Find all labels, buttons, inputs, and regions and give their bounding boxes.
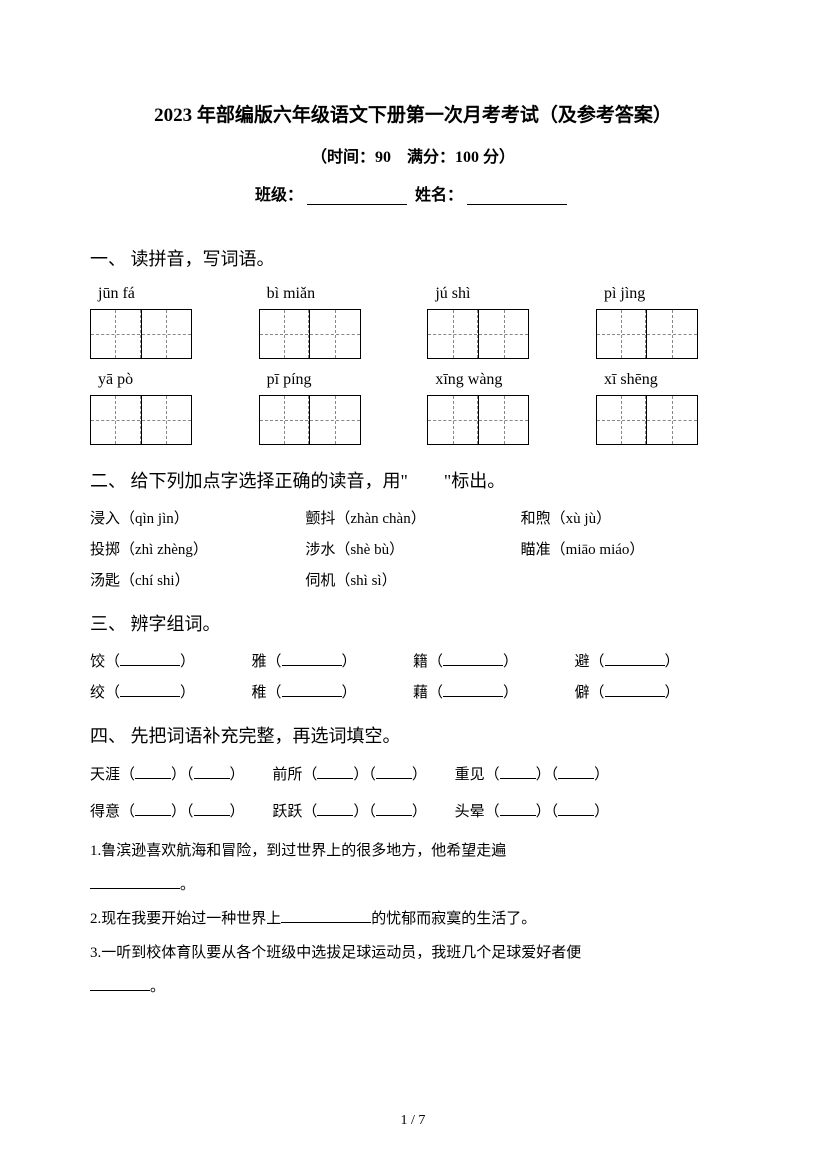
char-box-container[interactable] xyxy=(259,309,361,359)
section2-item xyxy=(521,569,736,590)
blank[interactable] xyxy=(120,682,180,697)
section3-item: 饺（） xyxy=(90,650,252,671)
section3-item: 藉（） xyxy=(413,681,575,702)
pinyin-text: xī shēng xyxy=(596,371,736,389)
blank[interactable] xyxy=(194,801,230,816)
blank[interactable] xyxy=(500,764,536,779)
name-label: 姓名： xyxy=(415,187,463,204)
sentence-3: 3.一听到校体育队要从各个班级中选拔足球运动员，我班几个足球爱好者便 xyxy=(90,938,736,968)
section2-item: 伺机（shì sì） xyxy=(305,569,520,590)
sentence-3-blank: 。 xyxy=(90,972,736,1002)
blank[interactable] xyxy=(376,801,412,816)
section3-item: 绞（） xyxy=(90,681,252,702)
section2-item: 汤匙（chí shi） xyxy=(90,569,305,590)
char-box-container[interactable] xyxy=(596,395,698,445)
section3-row: 饺（） 雅（） 籍（） 避（） xyxy=(90,650,736,671)
char-box-container[interactable] xyxy=(259,395,361,445)
char-box-container[interactable] xyxy=(427,309,529,359)
section2-row: 投掷（zhì zhèng） 涉水（shè bù） 瞄准（miāo miáo） xyxy=(90,538,736,559)
blank[interactable] xyxy=(281,908,371,923)
blank[interactable] xyxy=(443,651,503,666)
section2-item: 投掷（zhì zhèng） xyxy=(90,538,305,559)
blank[interactable] xyxy=(282,651,342,666)
sentence-2: 2.现在我要开始过一种世界上的忧郁而寂寞的生活了。 xyxy=(90,904,736,934)
pinyin-row-1: jūn fá bì miǎn jú shì pì jìng xyxy=(90,285,736,359)
page-footer: 1 / 7 xyxy=(0,1113,826,1129)
char-box-container[interactable] xyxy=(90,309,192,359)
sentence-1-blank: 。 xyxy=(90,870,736,900)
section3-item: 僻（） xyxy=(575,681,737,702)
blank[interactable] xyxy=(376,764,412,779)
pinyin-item: bì miǎn xyxy=(259,285,399,359)
blank[interactable] xyxy=(135,764,171,779)
pinyin-text: pī píng xyxy=(259,371,399,389)
char-box-container[interactable] xyxy=(427,395,529,445)
char-box-container[interactable] xyxy=(90,395,192,445)
section2-item: 和煦（xù jù） xyxy=(521,507,736,528)
section4-idioms-row2: 得意（）（） 跃跃（）（） 头晕（）（） xyxy=(90,799,736,826)
blank[interactable] xyxy=(90,874,180,889)
section2-row: 浸入（qìn jìn） 颤抖（zhàn chàn） 和煦（xù jù） xyxy=(90,507,736,528)
blank[interactable] xyxy=(90,976,150,991)
pinyin-item: jūn fá xyxy=(90,285,230,359)
section3-item: 雅（） xyxy=(252,650,414,671)
blank[interactable] xyxy=(500,801,536,816)
pinyin-item: pì jìng xyxy=(596,285,736,359)
blank[interactable] xyxy=(558,764,594,779)
section3-row: 绞（） 稚（） 藉（） 僻（） xyxy=(90,681,736,702)
blank[interactable] xyxy=(282,682,342,697)
blank[interactable] xyxy=(605,682,665,697)
char-box-container[interactable] xyxy=(596,309,698,359)
blank[interactable] xyxy=(605,651,665,666)
pinyin-text: bì miǎn xyxy=(259,285,399,303)
pinyin-item: xī shēng xyxy=(596,371,736,445)
section2-title: 二、 给下列加点字选择正确的读音，用" "标出。 xyxy=(90,467,736,493)
pinyin-item: pī píng xyxy=(259,371,399,445)
sentence-1: 1.鲁滨逊喜欢航海和冒险，到过世界上的很多地方，他希望走遍 xyxy=(90,836,736,866)
pinyin-item: jú shì xyxy=(427,285,567,359)
blank[interactable] xyxy=(135,801,171,816)
class-name-row: 班级： 姓名： xyxy=(90,181,736,205)
section2-row: 汤匙（chí shi） 伺机（shì sì） xyxy=(90,569,736,590)
pinyin-item: xīng wàng xyxy=(427,371,567,445)
class-label: 班级： xyxy=(255,187,303,204)
pinyin-text: jú shì xyxy=(427,285,567,303)
blank[interactable] xyxy=(194,764,230,779)
section3-item: 籍（） xyxy=(413,650,575,671)
blank[interactable] xyxy=(443,682,503,697)
section3-title: 三、 辨字组词。 xyxy=(90,610,736,636)
pinyin-text: xīng wàng xyxy=(427,371,567,389)
section3-item: 避（） xyxy=(575,650,737,671)
pinyin-row-2: yā pò pī píng xīng wàng xī shēng xyxy=(90,371,736,445)
section2-item: 涉水（shè bù） xyxy=(305,538,520,559)
name-blank[interactable] xyxy=(467,189,567,205)
blank[interactable] xyxy=(558,801,594,816)
section2-item: 瞄准（miāo miáo） xyxy=(521,538,736,559)
section4-idioms-row1: 天涯（）（） 前所（）（） 重见（）（） xyxy=(90,762,736,789)
pinyin-text: yā pò xyxy=(90,371,230,389)
pinyin-text: jūn fá xyxy=(90,285,230,303)
blank[interactable] xyxy=(317,801,353,816)
section4-title: 四、 先把词语补充完整，再选词填空。 xyxy=(90,722,736,748)
exam-title: 2023 年部编版六年级语文下册第一次月考考试（及参考答案） xyxy=(90,100,736,127)
section1-title: 一、 读拼音，写词语。 xyxy=(90,245,736,271)
section2-item: 浸入（qìn jìn） xyxy=(90,507,305,528)
blank[interactable] xyxy=(317,764,353,779)
section2-item: 颤抖（zhàn chàn） xyxy=(305,507,520,528)
class-blank[interactable] xyxy=(307,189,407,205)
exam-subtitle: （时间：90 满分：100 分） xyxy=(90,143,736,167)
pinyin-text: pì jìng xyxy=(596,285,736,303)
blank[interactable] xyxy=(120,651,180,666)
section3-item: 稚（） xyxy=(252,681,414,702)
pinyin-item: yā pò xyxy=(90,371,230,445)
